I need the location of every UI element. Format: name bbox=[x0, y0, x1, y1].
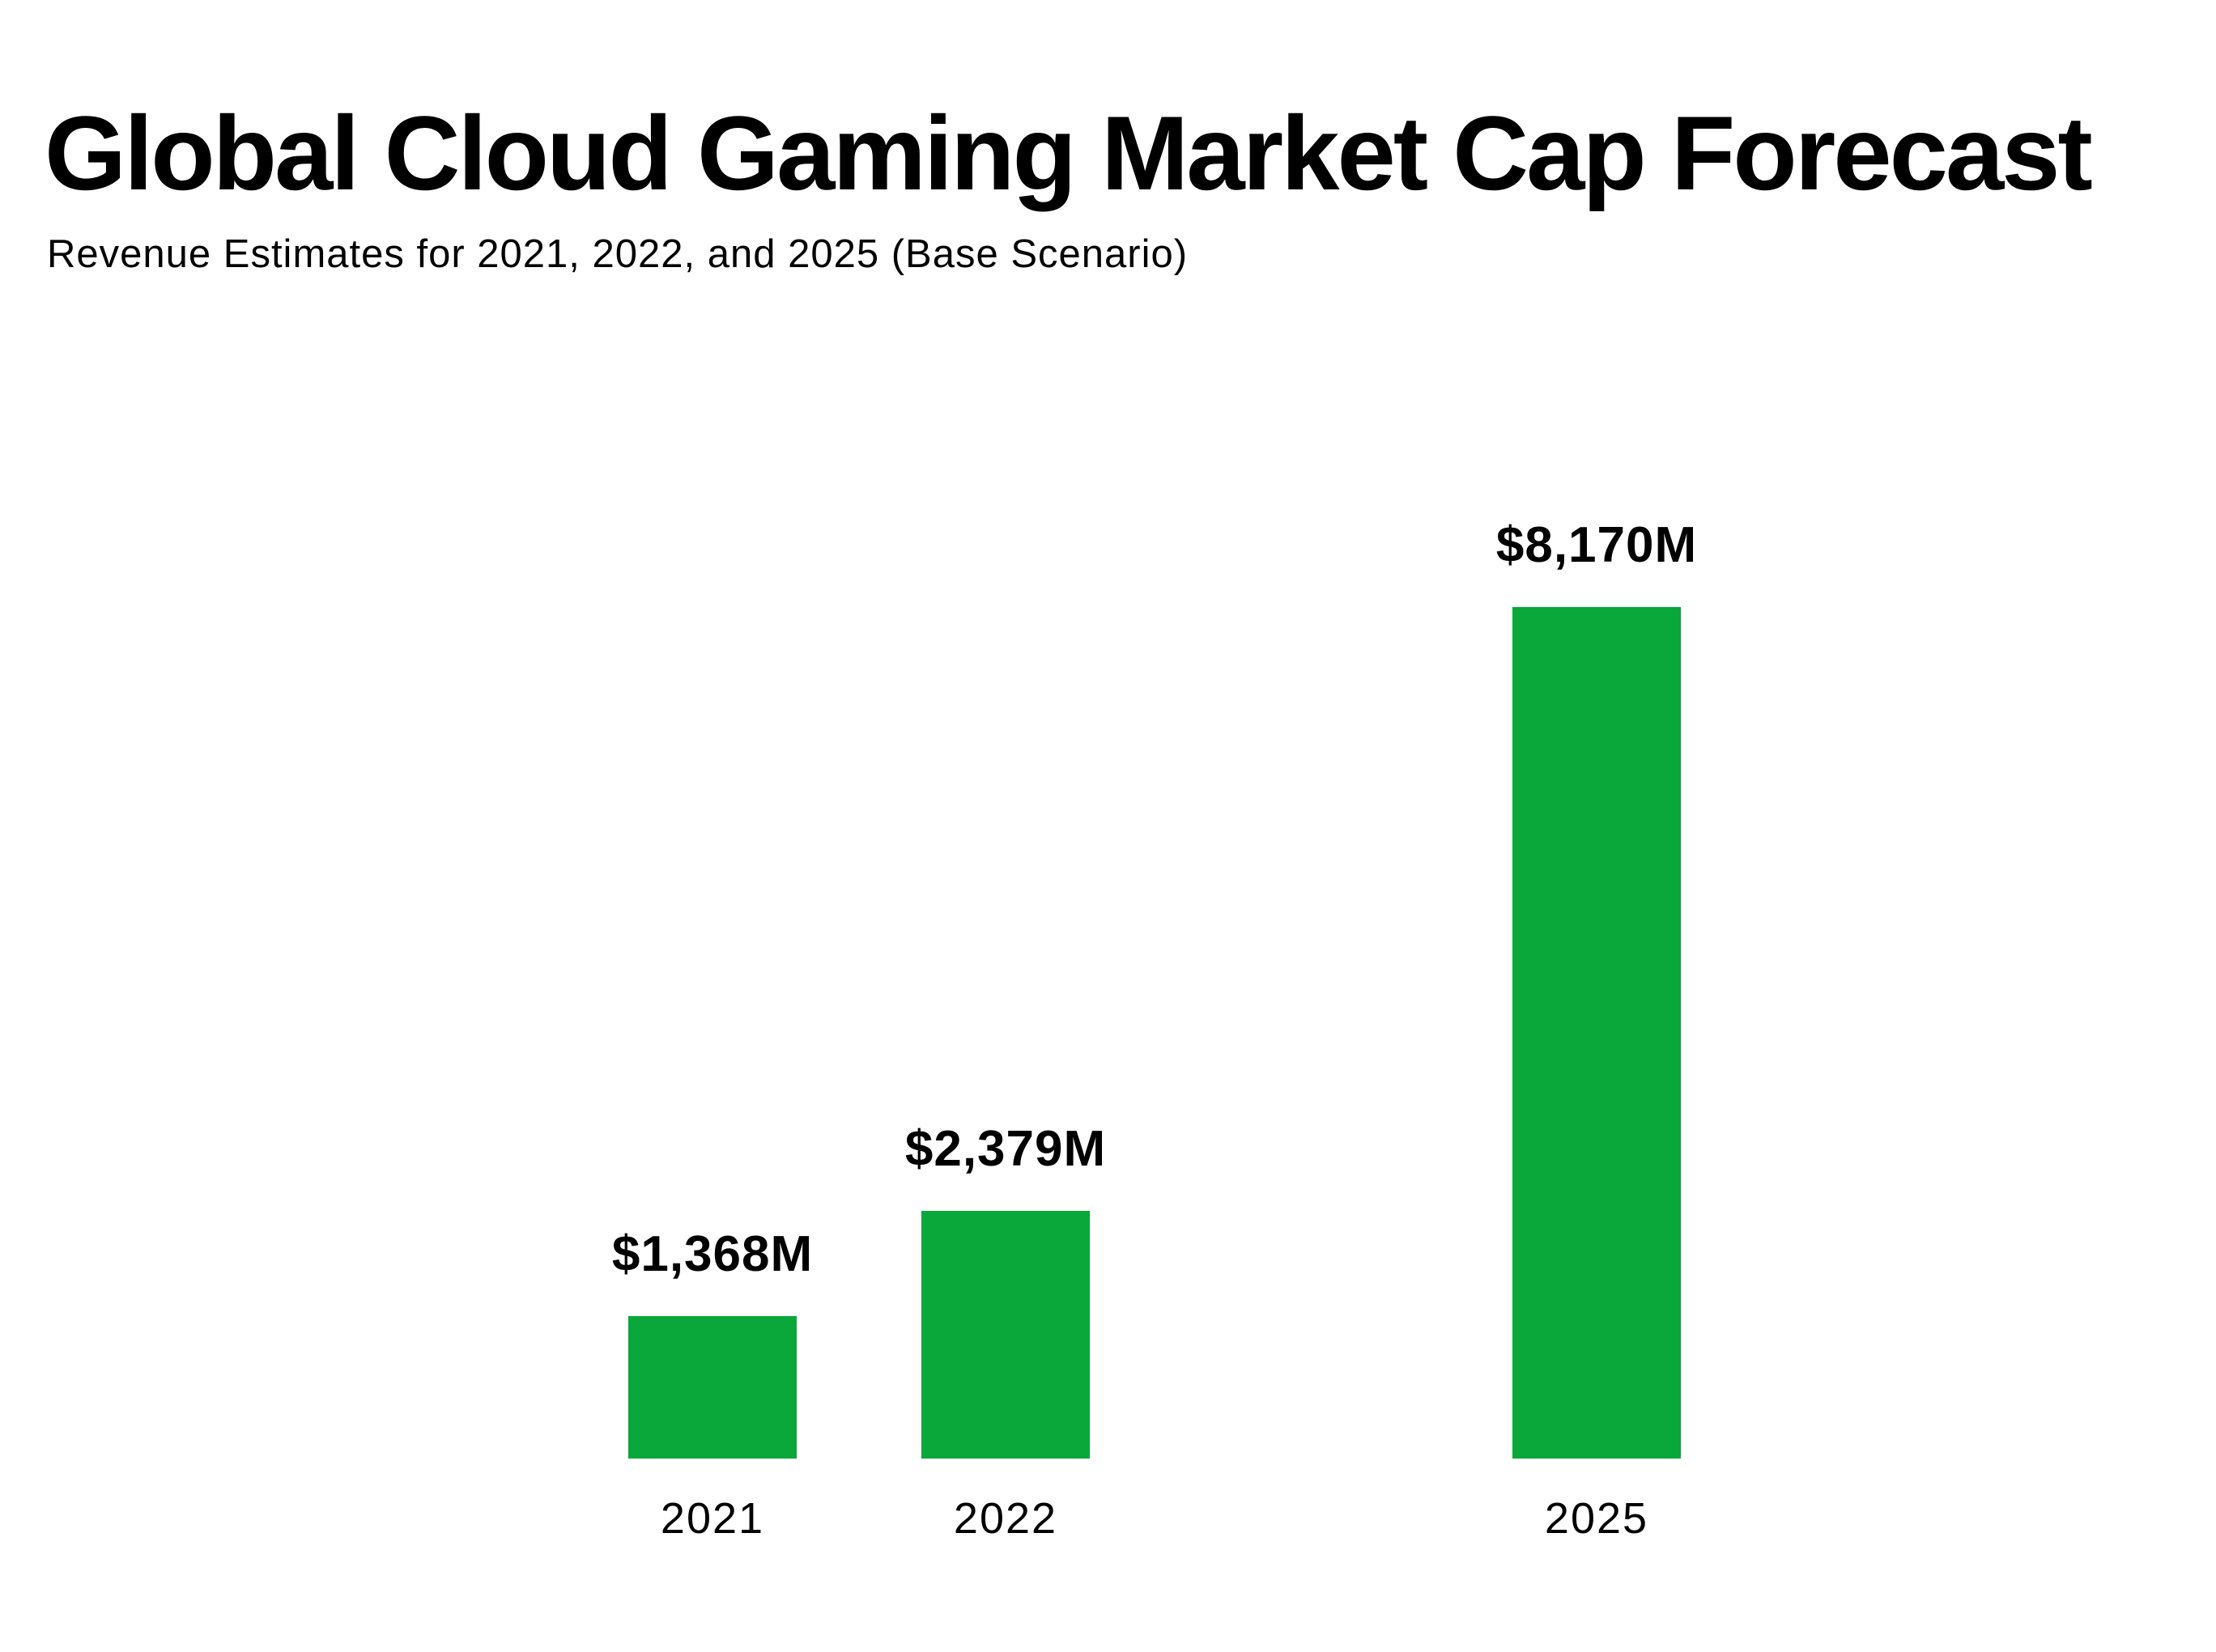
bar-2022 bbox=[921, 1211, 1090, 1459]
value-label-2021: $1,368M bbox=[611, 1226, 814, 1282]
chart-title: Global Cloud Gaming Market Cap Forecast bbox=[45, 94, 2093, 212]
bar-2025 bbox=[1512, 607, 1681, 1459]
bar-2021 bbox=[628, 1316, 797, 1459]
value-label-2022: $2,379M bbox=[904, 1121, 1107, 1177]
value-label-2025: $8,170M bbox=[1495, 517, 1698, 573]
category-label-2021: 2021 bbox=[660, 1494, 765, 1543]
category-label-2025: 2025 bbox=[1544, 1494, 1649, 1543]
chart-subtitle: Revenue Estimates for 2021, 2022, and 20… bbox=[47, 232, 1189, 276]
category-label-2022: 2022 bbox=[953, 1494, 1058, 1543]
